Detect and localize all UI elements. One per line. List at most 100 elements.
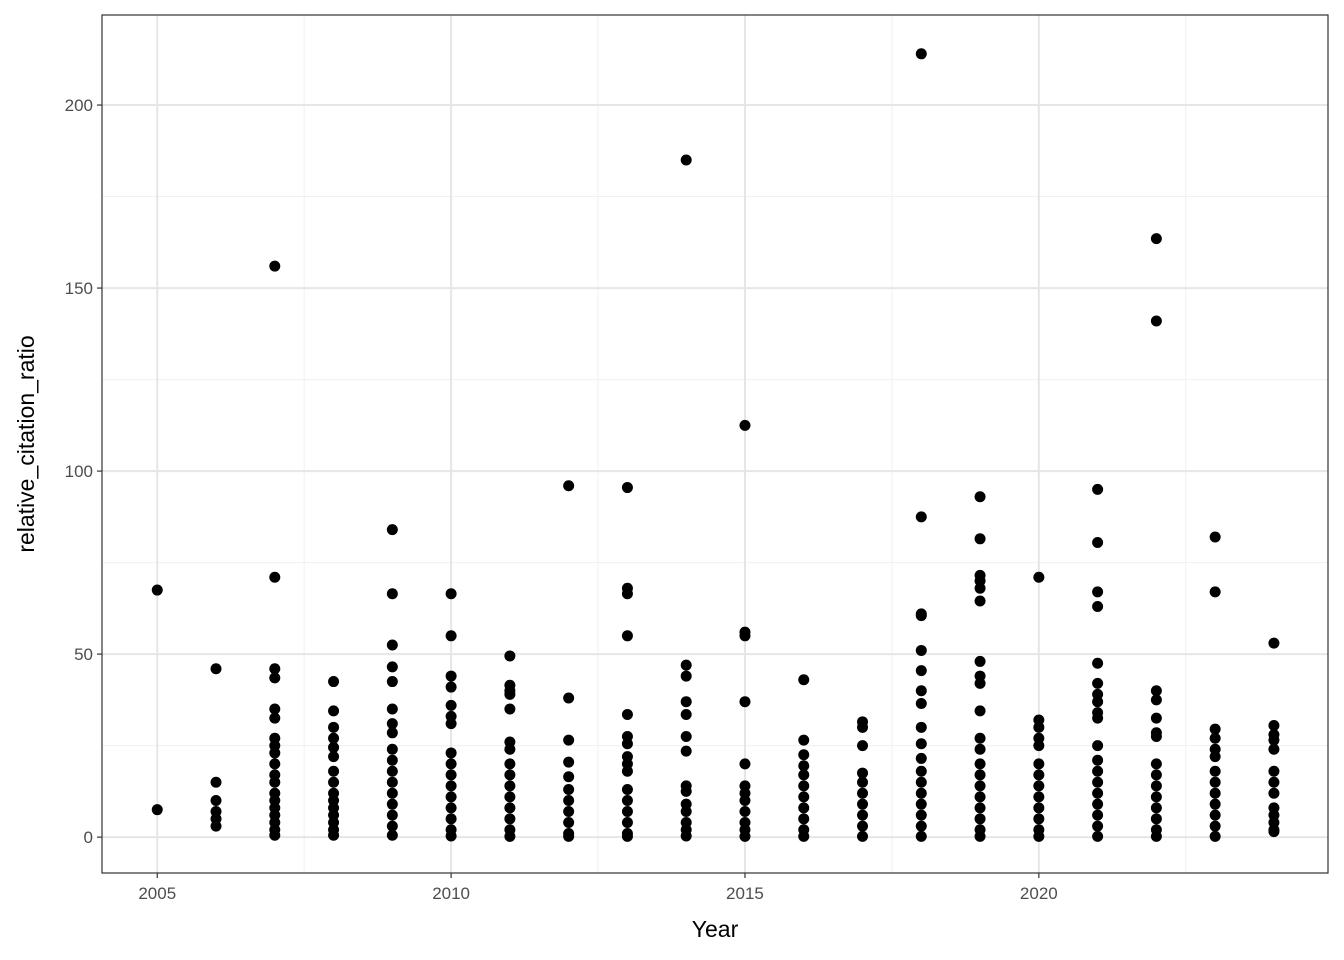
point — [504, 758, 516, 770]
point — [1092, 765, 1104, 777]
point — [1033, 830, 1045, 842]
point — [445, 769, 457, 781]
point — [857, 740, 869, 752]
point — [386, 588, 398, 600]
point — [915, 752, 927, 764]
point — [445, 758, 457, 770]
point — [151, 584, 163, 596]
point — [386, 524, 398, 536]
point — [269, 758, 281, 770]
point — [1150, 769, 1162, 781]
point — [974, 655, 986, 667]
point — [1150, 780, 1162, 792]
point — [269, 663, 281, 675]
point — [269, 260, 281, 272]
point — [680, 709, 692, 721]
point — [915, 787, 927, 799]
point — [151, 804, 163, 816]
point — [974, 813, 986, 825]
point — [1209, 809, 1221, 821]
point — [1268, 776, 1280, 788]
point — [974, 595, 986, 607]
point — [1092, 809, 1104, 821]
point — [621, 630, 633, 642]
point — [621, 830, 633, 842]
point — [1150, 802, 1162, 814]
point — [1150, 685, 1162, 697]
point — [1268, 637, 1280, 649]
point — [1209, 776, 1221, 788]
point — [563, 784, 575, 796]
point — [621, 795, 633, 807]
point — [621, 806, 633, 818]
point — [1092, 712, 1104, 724]
point — [386, 829, 398, 841]
point — [621, 709, 633, 721]
point — [857, 809, 869, 821]
point — [974, 533, 986, 545]
point — [915, 776, 927, 788]
point — [974, 769, 986, 781]
point — [269, 571, 281, 583]
point — [1268, 743, 1280, 755]
point — [915, 685, 927, 697]
point — [1092, 601, 1104, 613]
point — [915, 798, 927, 810]
point — [1209, 787, 1221, 799]
point — [974, 758, 986, 770]
point — [1150, 730, 1162, 742]
point — [445, 747, 457, 759]
point — [269, 829, 281, 841]
y-tick-label: 0 — [84, 828, 93, 847]
point — [1150, 712, 1162, 724]
point — [386, 776, 398, 788]
point — [680, 730, 692, 742]
point — [1092, 536, 1104, 548]
point — [445, 802, 457, 814]
point — [680, 696, 692, 708]
point — [445, 630, 457, 642]
point — [563, 816, 575, 828]
point — [445, 588, 457, 600]
point — [1092, 754, 1104, 766]
point — [915, 644, 927, 656]
point — [328, 676, 340, 688]
point — [1033, 721, 1045, 733]
point — [563, 480, 575, 492]
point — [1033, 813, 1045, 825]
point — [1092, 586, 1104, 598]
point — [1150, 791, 1162, 803]
point — [563, 756, 575, 768]
axes: 2005 2010 2015 2020 0 50 100 150 200 — [65, 96, 1058, 903]
point — [1268, 734, 1280, 746]
point — [563, 806, 575, 818]
point — [621, 588, 633, 600]
point — [563, 734, 575, 746]
point — [386, 743, 398, 755]
point — [621, 765, 633, 777]
point — [386, 754, 398, 766]
x-tick-label: 2005 — [138, 884, 176, 903]
point — [857, 830, 869, 842]
point — [857, 767, 869, 779]
point — [328, 741, 340, 753]
point — [798, 791, 810, 803]
point — [621, 816, 633, 828]
point — [739, 795, 751, 807]
point — [504, 802, 516, 814]
point — [269, 776, 281, 788]
point — [915, 809, 927, 821]
point — [386, 676, 398, 688]
point — [504, 813, 516, 825]
point — [739, 806, 751, 818]
point — [563, 795, 575, 807]
point — [1033, 740, 1045, 752]
point — [1033, 571, 1045, 583]
point — [269, 747, 281, 759]
point — [798, 760, 810, 772]
point — [1209, 830, 1221, 842]
point — [445, 670, 457, 682]
x-tick-label: 2010 — [432, 884, 470, 903]
point — [386, 718, 398, 730]
